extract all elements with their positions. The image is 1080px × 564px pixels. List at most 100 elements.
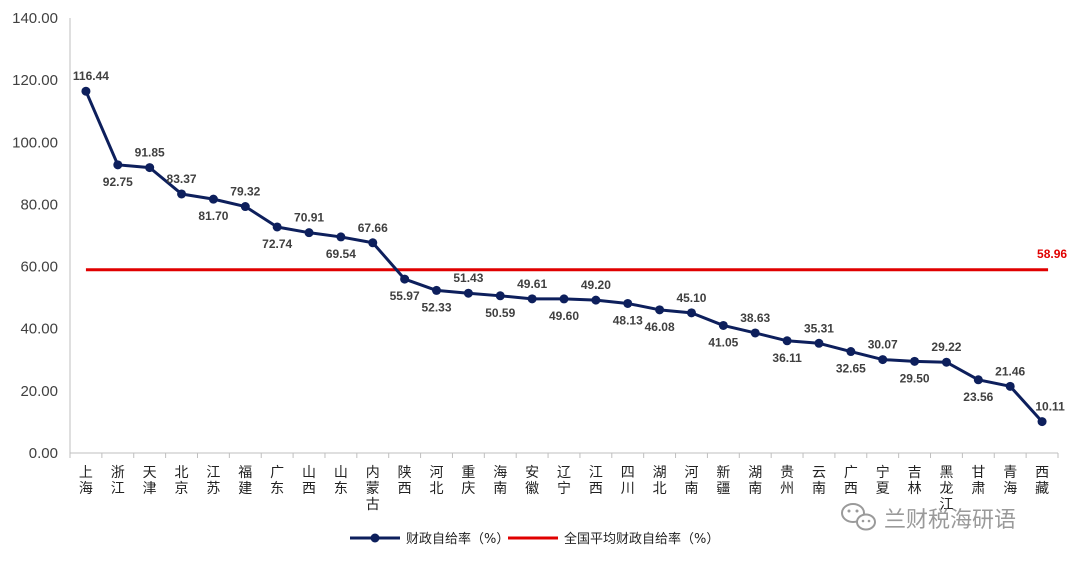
x-category-label: 四川 xyxy=(621,465,635,497)
data-label: 49.60 xyxy=(549,309,579,323)
data-point xyxy=(304,228,314,238)
y-tick-label: 20.00 xyxy=(20,383,58,400)
x-category-label: 北京 xyxy=(175,465,189,497)
x-category-label: 山东 xyxy=(334,465,348,497)
x-category-label: 青海 xyxy=(1003,465,1017,497)
data-label: 81.70 xyxy=(198,209,228,223)
chart-axes xyxy=(69,18,1059,458)
data-point xyxy=(463,288,473,298)
x-category-label: 上海 xyxy=(79,465,93,497)
data-label: 48.13 xyxy=(613,313,643,327)
data-label: 30.07 xyxy=(868,338,898,352)
y-tick-label: 140.00 xyxy=(12,10,58,27)
y-axis-ticks: 0.00 20.00 40.00 60.00 80.00 100.00 120.00 140.… xyxy=(12,10,58,462)
data-point xyxy=(368,238,378,248)
data-label: 36.11 xyxy=(772,351,802,365)
data-point xyxy=(336,232,346,242)
data-point xyxy=(81,86,91,96)
series-group xyxy=(81,86,1047,427)
x-category-label: 海南 xyxy=(493,465,507,497)
x-category-label: 吉林 xyxy=(908,465,922,497)
x-category-label: 山西 xyxy=(302,465,316,497)
data-label: 49.61 xyxy=(517,277,547,291)
x-category-label: 江西 xyxy=(589,465,603,497)
x-category-label: 河南 xyxy=(684,465,698,497)
y-tick-label: 120.00 xyxy=(12,72,58,89)
y-tick-label: 80.00 xyxy=(20,196,58,213)
data-point xyxy=(878,355,888,365)
data-label: 69.54 xyxy=(326,247,356,261)
data-label: 29.22 xyxy=(931,340,961,354)
x-category-label: 天津 xyxy=(143,465,157,497)
data-label: 46.08 xyxy=(645,320,675,334)
x-category-label: 福建 xyxy=(238,465,252,497)
data-point xyxy=(973,375,983,385)
data-point xyxy=(240,202,250,212)
data-point xyxy=(655,305,665,315)
data-point xyxy=(750,328,760,338)
data-label: 67.66 xyxy=(358,221,388,235)
data-point xyxy=(527,294,537,304)
x-category-label: 广西 xyxy=(844,465,858,497)
data-label: 38.63 xyxy=(740,311,770,325)
data-point xyxy=(272,222,282,232)
data-point xyxy=(208,194,218,204)
data-label: 52.33 xyxy=(422,300,452,314)
data-point xyxy=(941,357,951,367)
legend: 财政自给率（%） 全国平均财政自给率（%） xyxy=(350,531,719,547)
x-category-label: 贵州 xyxy=(780,465,794,497)
average-line-group: 58.96 xyxy=(85,247,1067,272)
x-category-label: 湖北 xyxy=(653,465,667,497)
wechat-icon xyxy=(841,503,876,531)
x-category-label: 广东 xyxy=(270,465,284,497)
data-point xyxy=(814,338,824,348)
data-label: 35.31 xyxy=(804,321,834,335)
data-point xyxy=(910,356,920,366)
y-tick-label: 60.00 xyxy=(20,259,58,276)
x-category-label: 浙江 xyxy=(111,465,125,497)
data-point xyxy=(1037,417,1047,427)
x-category-label: 黑龙江 xyxy=(939,465,953,513)
legend-series-label: 财政自给率（%） xyxy=(406,531,509,547)
data-label: 91.85 xyxy=(135,146,165,160)
data-label: 72.74 xyxy=(262,237,292,251)
data-point xyxy=(782,336,792,346)
x-category-label: 辽宁 xyxy=(557,465,571,497)
data-point xyxy=(718,320,728,330)
x-category-label: 宁夏 xyxy=(876,464,890,497)
data-label: 116.44 xyxy=(73,69,109,83)
y-tick-label: 100.00 xyxy=(12,134,58,151)
data-point xyxy=(1005,381,1015,391)
y-tick-label: 40.00 xyxy=(20,321,58,338)
data-point xyxy=(495,291,505,301)
legend-series-marker xyxy=(370,533,380,543)
data-point xyxy=(113,160,123,170)
data-label: 21.46 xyxy=(995,364,1025,378)
x-category-label: 湖南 xyxy=(748,465,762,497)
data-label: 23.56 xyxy=(963,390,993,404)
data-label: 70.91 xyxy=(294,211,324,225)
data-label: 45.10 xyxy=(676,291,706,305)
data-label: 83.37 xyxy=(167,172,197,186)
data-label: 55.97 xyxy=(390,289,420,303)
data-point xyxy=(400,274,410,284)
data-label: 51.43 xyxy=(453,271,483,285)
data-label: 49.20 xyxy=(581,278,611,292)
x-category-label: 陕西 xyxy=(398,465,412,497)
y-tick-label: 0.00 xyxy=(29,445,58,462)
x-category-label: 重庆 xyxy=(461,465,475,497)
x-category-label: 安徽 xyxy=(525,465,539,497)
x-category-label: 西藏 xyxy=(1035,465,1049,497)
data-label: 32.65 xyxy=(836,362,866,376)
x-category-label: 内蒙古 xyxy=(366,465,380,513)
x-category-label: 河北 xyxy=(430,465,444,497)
x-category-label: 云南 xyxy=(812,465,826,497)
data-point xyxy=(846,347,856,357)
data-point xyxy=(686,308,696,318)
watermark-text: 兰财税海研语 xyxy=(884,508,1016,533)
data-point xyxy=(623,298,633,308)
data-point xyxy=(145,163,155,173)
